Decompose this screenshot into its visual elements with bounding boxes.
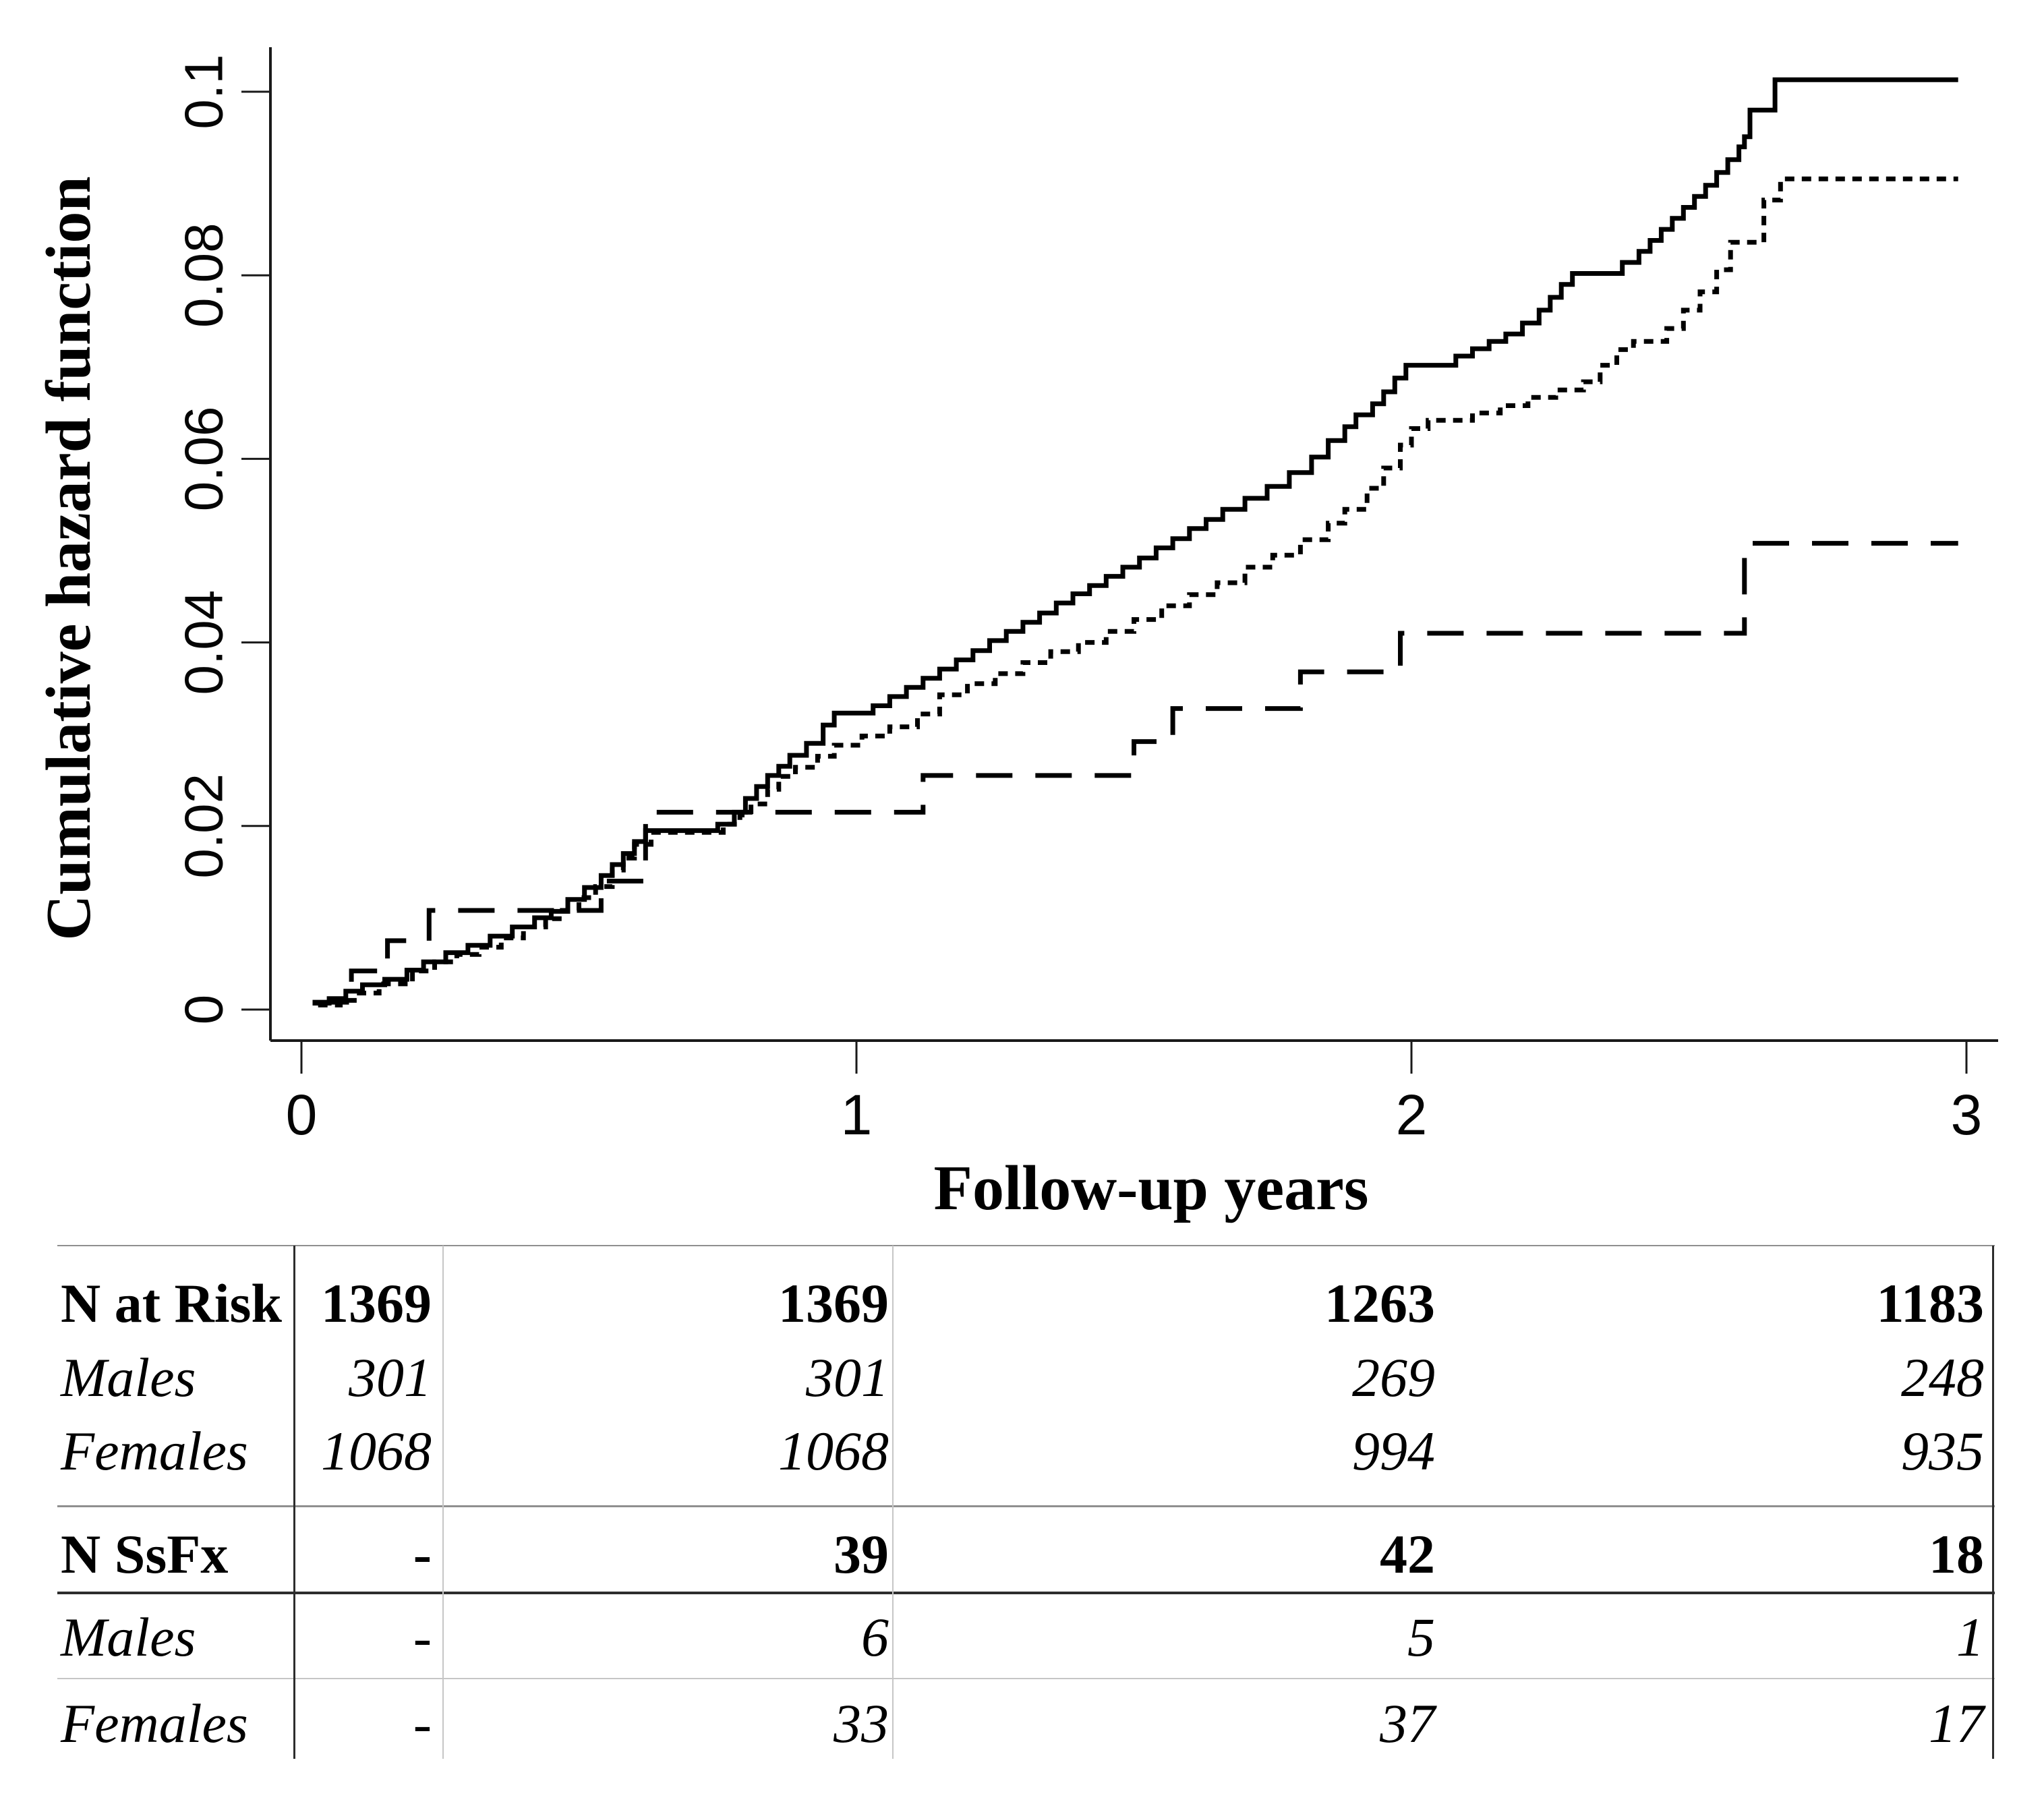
table-cell: 39	[834, 1523, 889, 1585]
table-cell: 33	[834, 1693, 889, 1754]
dashed-line	[312, 541, 1958, 1005]
solid-line	[312, 77, 1958, 1006]
table-cell: 301	[806, 1347, 889, 1408]
table-cell: 1	[1956, 1606, 1984, 1668]
x-tick-label: 1	[841, 1083, 873, 1146]
table-horizontal-rule	[57, 1678, 1995, 1679]
table-vertical-rule	[293, 1246, 295, 1759]
x-axis-title: Follow-up years	[933, 1153, 1369, 1223]
table-row-label: Males	[61, 1606, 196, 1668]
table-row-label: N at Risk	[61, 1273, 283, 1334]
table-cell: 37	[1380, 1693, 1435, 1754]
table-cell: 269	[1352, 1347, 1435, 1408]
table-cell: 994	[1352, 1420, 1435, 1482]
table-horizontal-rule	[57, 1505, 1995, 1507]
table-cell: -	[413, 1693, 432, 1754]
table-cell: 301	[349, 1347, 432, 1408]
table-cell: 1263	[1324, 1273, 1435, 1334]
y-tick-label: 0.04	[174, 590, 234, 695]
y-tick-label: 0.08	[174, 223, 234, 328]
table-cell: 248	[1901, 1347, 1984, 1408]
table-cell: -	[413, 1606, 432, 1668]
table-vertical-rule-light	[892, 1246, 894, 1759]
table-cell: 1369	[778, 1273, 889, 1334]
table-cell: 1068	[321, 1420, 432, 1482]
table-cell: 6	[861, 1606, 889, 1668]
table-cell: 1183	[1876, 1273, 1984, 1334]
table-row-label: Females	[61, 1420, 248, 1482]
x-tick-label: 3	[1951, 1083, 1983, 1146]
table-cell: 42	[1380, 1523, 1435, 1585]
y-tick-label: 0.02	[174, 774, 234, 879]
table-horizontal-rule	[57, 1592, 1995, 1594]
y-tick-label: 0	[174, 995, 234, 1025]
y-tick-label: 0.06	[174, 407, 234, 512]
table-horizontal-rule	[57, 1245, 1995, 1246]
table-cell: 1369	[321, 1273, 432, 1334]
table-row-label: Males	[61, 1347, 196, 1408]
table-cell: 5	[1407, 1606, 1435, 1668]
table-row-label: Females	[61, 1693, 248, 1754]
table-vertical-rule	[1992, 1246, 1994, 1759]
x-tick-label: 2	[1396, 1083, 1428, 1146]
table-cell: -	[413, 1523, 432, 1585]
table-cell: 935	[1901, 1420, 1984, 1482]
table-vertical-rule-light	[442, 1246, 444, 1759]
x-tick-label: 0	[286, 1083, 318, 1146]
table-cell: 18	[1929, 1523, 1984, 1585]
table-cell: 17	[1929, 1693, 1984, 1754]
y-tick-label: 0.1	[174, 54, 234, 129]
cumulative-hazard-chart: 0 0.02 0.04 0.06 0.08 0.1 0 1 2 3	[174, 47, 1998, 1146]
table-cell: 1068	[778, 1420, 889, 1482]
table-row-label: N SsFx	[61, 1523, 229, 1585]
